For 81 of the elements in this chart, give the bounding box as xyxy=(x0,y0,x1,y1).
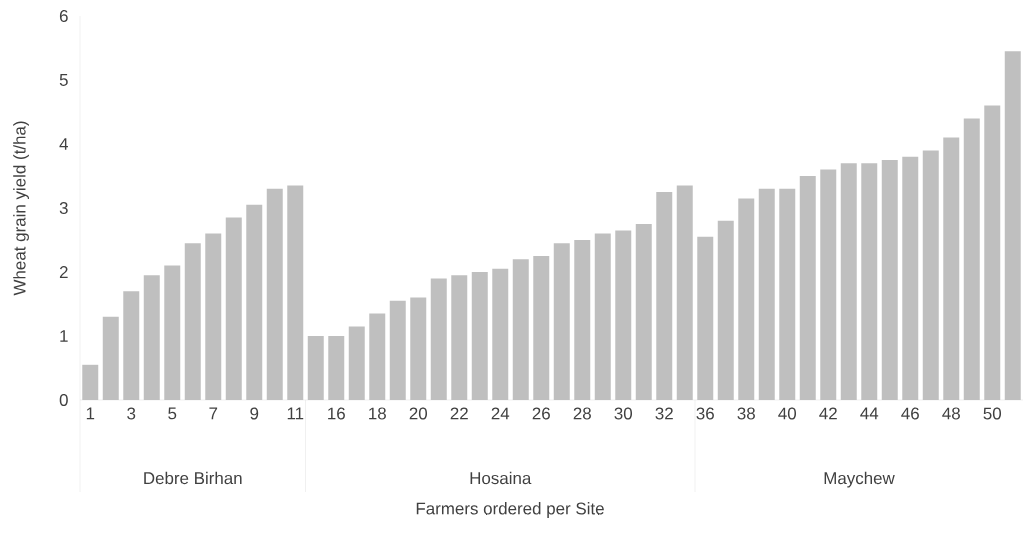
bar xyxy=(430,278,447,400)
bar xyxy=(287,185,304,400)
bar xyxy=(922,150,939,400)
x-tick-label: 30 xyxy=(614,407,633,420)
bar xyxy=(717,220,734,400)
bar xyxy=(307,335,324,400)
bar xyxy=(410,297,427,400)
bar xyxy=(451,275,468,400)
bar xyxy=(512,259,529,400)
x-tick-label: 38 xyxy=(737,407,755,420)
x-tick-label: 11 xyxy=(287,407,304,420)
x-tick-label: 9 xyxy=(250,407,259,420)
x-tick-label: 28 xyxy=(573,407,591,420)
bar xyxy=(328,335,345,400)
x-tick-label: 22 xyxy=(450,407,468,420)
y-tick-label: 4 xyxy=(59,138,68,150)
bar xyxy=(246,204,263,400)
bar xyxy=(656,191,673,400)
bar xyxy=(348,326,365,400)
bar xyxy=(492,268,509,400)
y-tick-label: 1 xyxy=(60,330,68,342)
bar xyxy=(820,169,837,400)
x-tick-label: 40 xyxy=(778,407,797,420)
y-axis-title: Wheat grain yield (t/ha) xyxy=(13,121,29,296)
y-tick-label: 6 xyxy=(59,9,68,22)
y-tick-label: 5 xyxy=(59,74,68,86)
x-tick-label: 46 xyxy=(901,407,919,420)
x-tick-label: 7 xyxy=(209,407,218,420)
x-tick-label: 50 xyxy=(983,407,1002,420)
bar xyxy=(697,236,714,400)
x-tick-label: 1 xyxy=(86,407,95,420)
bar xyxy=(102,316,119,400)
bar xyxy=(143,275,160,400)
bar xyxy=(861,163,878,400)
bar xyxy=(369,313,386,400)
x-tick-label: 42 xyxy=(819,407,837,420)
x-tick-label: 48 xyxy=(942,407,960,420)
bar xyxy=(82,364,99,400)
bar xyxy=(389,300,406,400)
x-tick-label: 16 xyxy=(328,407,345,420)
bar xyxy=(205,233,222,400)
y-tick-label: 3 xyxy=(59,201,68,214)
x-tick-label: 3 xyxy=(127,407,136,420)
bar xyxy=(758,188,775,400)
bar xyxy=(738,198,755,400)
bar xyxy=(266,188,283,400)
bar xyxy=(471,271,488,400)
y-tick-label: 2 xyxy=(59,266,68,278)
text: Debre Birhan xyxy=(144,471,242,485)
bar xyxy=(1004,51,1021,400)
bar xyxy=(164,265,181,400)
x-tick-label: 32 xyxy=(655,407,673,420)
x-tick-label: 20 xyxy=(409,407,428,420)
bar xyxy=(779,188,796,400)
text: Hosaina xyxy=(470,471,532,485)
bar xyxy=(615,230,632,400)
bar xyxy=(594,233,611,400)
bar xyxy=(676,185,693,400)
x-tick-label: 18 xyxy=(369,407,386,420)
x-axis-title: Farmers ordered per Site xyxy=(416,502,604,518)
text: Maychew xyxy=(824,471,895,488)
bar xyxy=(533,255,550,400)
bar xyxy=(881,159,898,400)
y-tick-label: 0 xyxy=(59,393,68,406)
bar xyxy=(902,156,919,400)
bar xyxy=(225,217,242,400)
bar xyxy=(553,243,570,400)
x-tick-label: 5 xyxy=(168,407,177,420)
bar xyxy=(123,291,140,400)
bar xyxy=(943,137,960,400)
bar xyxy=(184,243,201,400)
x-tick-label: 44 xyxy=(860,407,879,420)
x-tick-label: 24 xyxy=(491,407,510,420)
bar xyxy=(984,105,1001,400)
bar xyxy=(840,163,857,400)
bar xyxy=(963,118,980,400)
bar xyxy=(635,223,652,400)
bar xyxy=(574,239,591,400)
x-tick-label: 26 xyxy=(532,407,550,420)
bar xyxy=(799,175,816,400)
x-tick-label: 36 xyxy=(696,407,714,420)
